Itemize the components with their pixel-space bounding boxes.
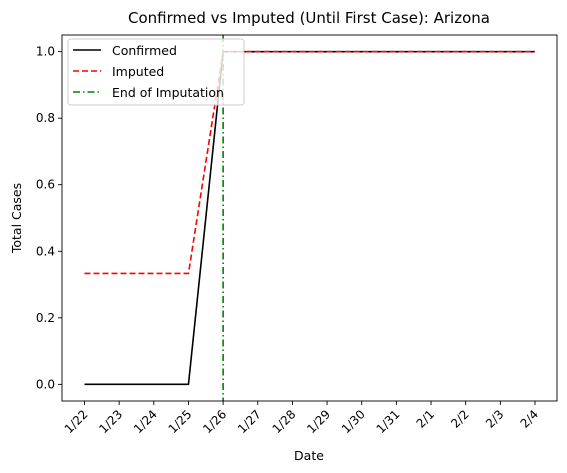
- legend-label-imputed: Imputed: [112, 64, 164, 79]
- legend-label-end-of-imputation: End of Imputation: [112, 85, 224, 100]
- y-tick-label: 0.0: [36, 377, 55, 391]
- y-axis-label: Total Cases: [9, 183, 24, 254]
- y-tick-label: 0.8: [36, 111, 55, 125]
- y-tick-label: 0.2: [36, 311, 55, 325]
- y-tick-label: 1.0: [36, 45, 55, 59]
- y-tick-label: 0.6: [36, 178, 55, 192]
- legend: Confirmed Imputed End of Imputation: [67, 38, 245, 106]
- x-axis-label: Date: [294, 448, 324, 463]
- y-axis: 0.0 0.2 0.4 0.6 0.8 1.0: [36, 45, 62, 391]
- series-line-imputed: [84, 50, 535, 275]
- plot-frame: [61, 34, 558, 402]
- legend-label-confirmed: Confirmed: [112, 43, 177, 58]
- y-tick-label: 0.4: [36, 244, 55, 258]
- chart-title: Confirmed vs Imputed (Until First Case):…: [128, 9, 490, 27]
- legend-box: [67, 38, 245, 106]
